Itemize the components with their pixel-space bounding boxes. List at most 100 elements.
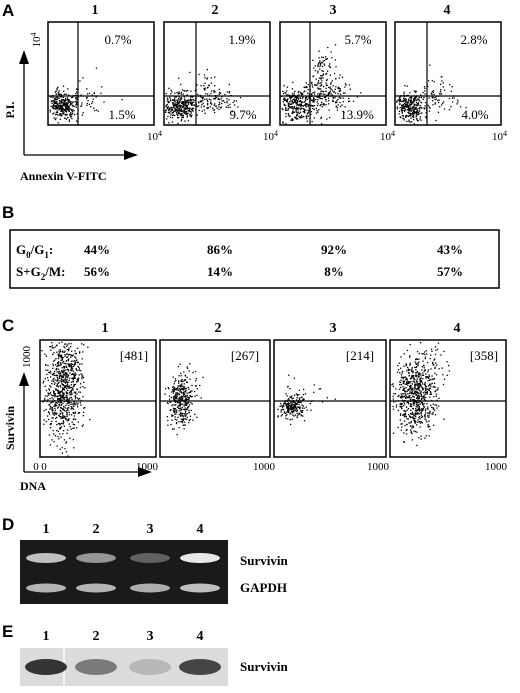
scatter-point bbox=[416, 365, 418, 368]
scatter-point bbox=[72, 378, 74, 381]
scatter-point bbox=[410, 425, 412, 427]
scatter-point bbox=[176, 393, 178, 395]
scatter-point bbox=[410, 102, 412, 104]
scatter-point bbox=[298, 90, 300, 93]
scatter-point bbox=[181, 106, 184, 108]
scatter-point bbox=[419, 110, 421, 112]
scatter-point bbox=[61, 370, 63, 372]
scatter-point bbox=[289, 403, 291, 405]
scatter-point bbox=[289, 98, 291, 100]
scatter-point bbox=[418, 358, 420, 360]
scatter-point bbox=[63, 430, 65, 432]
scatter-point bbox=[185, 410, 187, 413]
scatter-point bbox=[214, 96, 217, 98]
scatter-point bbox=[405, 100, 407, 102]
scatter-point bbox=[298, 394, 300, 396]
scatter-point bbox=[79, 386, 82, 389]
scatter-point bbox=[62, 375, 64, 377]
scatter-point bbox=[289, 419, 291, 421]
scatter-point bbox=[402, 103, 404, 106]
scatter-point bbox=[204, 88, 206, 90]
scatter-point bbox=[88, 103, 91, 106]
scatter-point bbox=[74, 395, 76, 397]
scatter-point bbox=[180, 113, 182, 115]
scatter-point bbox=[185, 101, 187, 103]
scatter-point bbox=[66, 373, 68, 375]
scatter-point bbox=[68, 95, 70, 97]
scatter-point bbox=[177, 365, 179, 368]
scatter-point bbox=[57, 407, 59, 409]
scatter-point bbox=[174, 105, 177, 107]
scatter-point bbox=[69, 397, 71, 399]
scatter-point bbox=[300, 107, 303, 110]
scatter-point bbox=[431, 91, 433, 93]
scatter-point bbox=[421, 386, 423, 389]
scatter-point bbox=[177, 122, 179, 125]
scatter-point bbox=[44, 399, 46, 401]
scatter-point bbox=[348, 97, 350, 100]
scatter-point bbox=[65, 399, 67, 402]
scatter-point bbox=[310, 111, 313, 113]
scatter-point bbox=[281, 409, 283, 411]
scatter-point bbox=[57, 382, 59, 384]
scatter-point bbox=[292, 118, 294, 120]
scatter-point bbox=[180, 418, 182, 420]
scatter-point bbox=[411, 102, 413, 105]
scatter-point bbox=[337, 104, 339, 106]
scatter-point bbox=[64, 350, 66, 352]
scatter-point bbox=[177, 416, 179, 418]
scatter-point bbox=[67, 344, 69, 346]
scatter-point bbox=[403, 415, 406, 417]
scatter-point bbox=[239, 97, 242, 99]
scatter-point bbox=[167, 108, 170, 110]
scatter-point bbox=[174, 109, 177, 111]
scatter-point bbox=[290, 400, 292, 402]
scatter-point bbox=[86, 104, 88, 107]
scatter-point bbox=[287, 409, 289, 412]
scatter-point bbox=[288, 408, 291, 410]
scatter-point bbox=[60, 436, 62, 438]
scatter-point bbox=[229, 95, 232, 97]
scatter-point bbox=[81, 425, 83, 427]
scatter-point bbox=[288, 115, 290, 117]
scatter-point bbox=[68, 379, 70, 382]
panel-e-lane-2: 2 bbox=[93, 629, 100, 644]
scatter-point bbox=[410, 101, 412, 103]
scatter-point bbox=[191, 384, 193, 387]
scatter-point bbox=[413, 99, 416, 101]
scatter-point bbox=[417, 411, 419, 414]
scatter-point bbox=[49, 385, 51, 387]
scatter-point bbox=[70, 108, 72, 110]
scatter-point bbox=[424, 356, 427, 358]
scatter-point bbox=[415, 411, 417, 413]
scatter-point bbox=[411, 109, 413, 111]
scatter-point bbox=[412, 426, 415, 428]
scatter-point bbox=[69, 113, 71, 115]
scatter-point bbox=[295, 399, 298, 401]
scatter-point bbox=[433, 395, 435, 398]
scatter-point bbox=[189, 98, 192, 100]
scatter-point bbox=[181, 381, 183, 383]
scatter-point bbox=[416, 372, 418, 374]
scatter-point bbox=[73, 363, 75, 365]
scatter-point bbox=[171, 112, 173, 114]
scatter-point bbox=[86, 93, 89, 95]
scatter-point bbox=[74, 362, 76, 364]
scatter-point bbox=[218, 101, 221, 103]
scatter-point bbox=[293, 409, 295, 412]
scatter-point bbox=[426, 393, 428, 395]
scatter-point bbox=[412, 99, 415, 101]
scatter-point bbox=[174, 418, 177, 420]
panel-b-g0g1-1: 44% bbox=[84, 242, 110, 257]
scatter-point bbox=[327, 94, 329, 96]
scatter-point bbox=[73, 377, 75, 379]
scatter-point bbox=[411, 391, 413, 393]
scatter-point bbox=[184, 391, 187, 393]
scatter-point bbox=[319, 77, 321, 79]
scatter-point bbox=[65, 106, 67, 109]
scatter-point bbox=[411, 376, 413, 378]
scatter-point bbox=[285, 415, 287, 417]
scatter-point bbox=[59, 399, 61, 401]
scatter-point bbox=[405, 379, 407, 381]
scatter-point bbox=[60, 359, 62, 361]
